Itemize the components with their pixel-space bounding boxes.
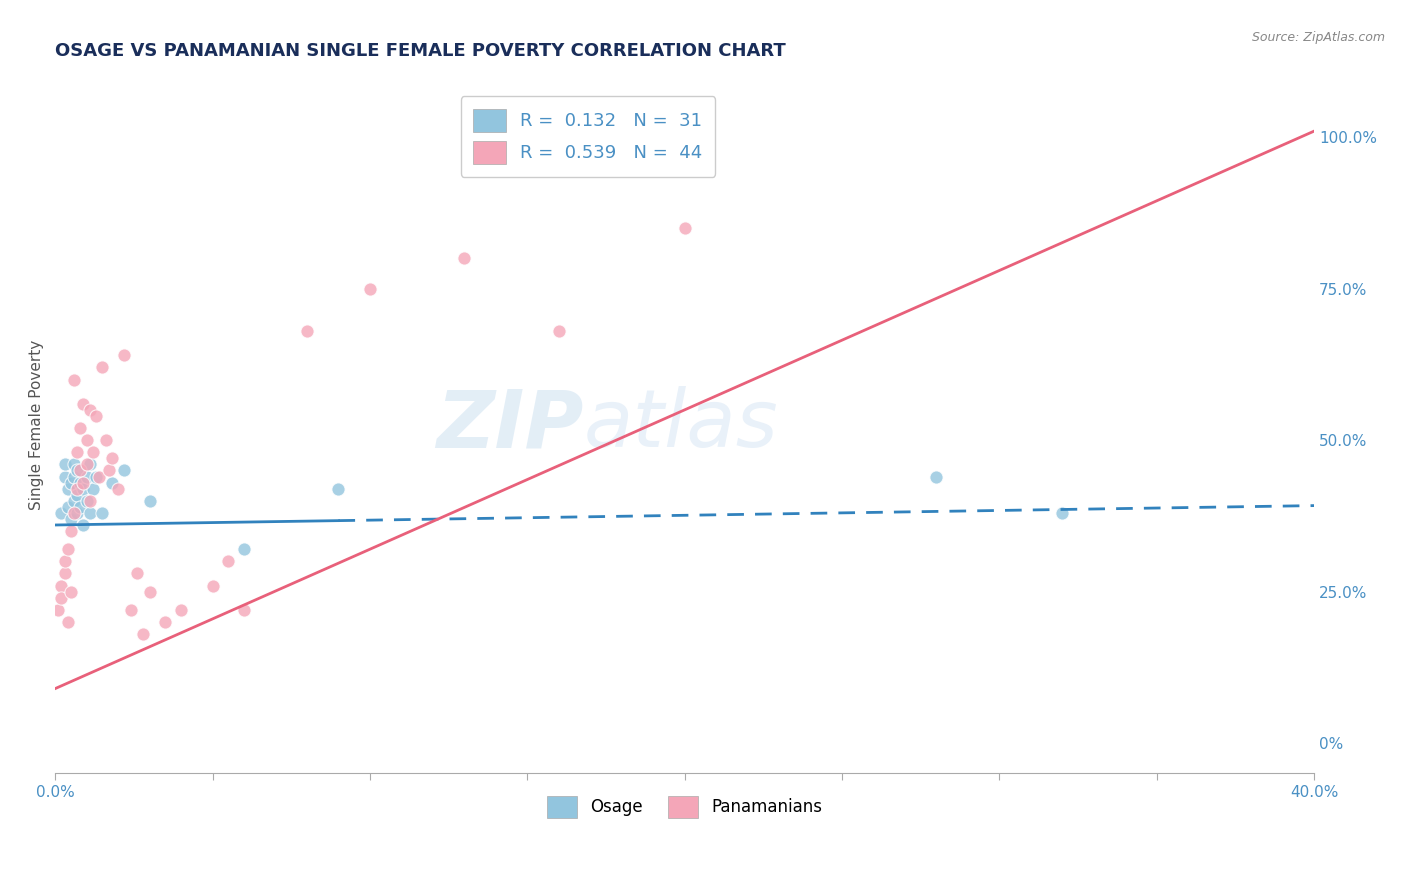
Point — [51, 506, 73, 520]
Point — [138, 584, 160, 599]
Point — [89, 469, 111, 483]
Point — [91, 360, 114, 375]
Point — [59, 475, 82, 490]
Point — [72, 397, 94, 411]
Point — [66, 445, 89, 459]
Point — [72, 475, 94, 490]
Point — [51, 578, 73, 592]
Point — [63, 469, 86, 483]
Point — [76, 458, 98, 472]
Point — [69, 463, 91, 477]
Point — [201, 578, 224, 592]
Point — [79, 402, 101, 417]
Point — [79, 506, 101, 520]
Point — [1052, 506, 1074, 520]
Point — [63, 458, 86, 472]
Point — [359, 282, 381, 296]
Point — [51, 591, 73, 605]
Point — [82, 445, 104, 459]
Point — [66, 463, 89, 477]
Point — [72, 518, 94, 533]
Point — [328, 482, 350, 496]
Point — [79, 458, 101, 472]
Point — [97, 463, 120, 477]
Point — [56, 542, 79, 557]
Legend: Osage, Panamanians: Osage, Panamanians — [540, 789, 830, 824]
Point — [112, 463, 135, 477]
Point — [53, 566, 76, 581]
Point — [101, 451, 124, 466]
Point — [94, 433, 117, 447]
Point — [53, 458, 76, 472]
Point — [76, 433, 98, 447]
Point — [69, 421, 91, 435]
Point — [233, 542, 256, 557]
Point — [69, 500, 91, 514]
Point — [673, 221, 696, 235]
Point — [53, 469, 76, 483]
Point — [56, 500, 79, 514]
Point — [84, 469, 107, 483]
Point — [91, 506, 114, 520]
Point — [46, 603, 69, 617]
Point — [63, 373, 86, 387]
Point — [170, 603, 193, 617]
Point — [66, 488, 89, 502]
Point — [547, 324, 569, 338]
Point — [66, 482, 89, 496]
Point — [925, 469, 948, 483]
Point — [155, 615, 177, 629]
Point — [59, 512, 82, 526]
Text: ZIP: ZIP — [436, 386, 583, 464]
Point — [69, 475, 91, 490]
Y-axis label: Single Female Poverty: Single Female Poverty — [30, 340, 44, 510]
Text: atlas: atlas — [583, 386, 779, 464]
Text: OSAGE VS PANAMANIAN SINGLE FEMALE POVERTY CORRELATION CHART: OSAGE VS PANAMANIAN SINGLE FEMALE POVERT… — [55, 42, 786, 60]
Point — [138, 493, 160, 508]
Point — [63, 506, 86, 520]
Point — [79, 493, 101, 508]
Point — [72, 482, 94, 496]
Point — [82, 482, 104, 496]
Point — [59, 524, 82, 538]
Point — [53, 554, 76, 568]
Point — [295, 324, 318, 338]
Point — [66, 506, 89, 520]
Point — [120, 603, 142, 617]
Point — [63, 493, 86, 508]
Point — [112, 348, 135, 362]
Point — [56, 615, 79, 629]
Point — [59, 584, 82, 599]
Text: Source: ZipAtlas.com: Source: ZipAtlas.com — [1251, 31, 1385, 45]
Point — [125, 566, 148, 581]
Point — [132, 627, 155, 641]
Point — [76, 493, 98, 508]
Point — [107, 482, 129, 496]
Point — [453, 252, 475, 266]
Point — [101, 475, 124, 490]
Point — [56, 482, 79, 496]
Point — [76, 469, 98, 483]
Point — [217, 554, 239, 568]
Point — [84, 409, 107, 423]
Point — [233, 603, 256, 617]
